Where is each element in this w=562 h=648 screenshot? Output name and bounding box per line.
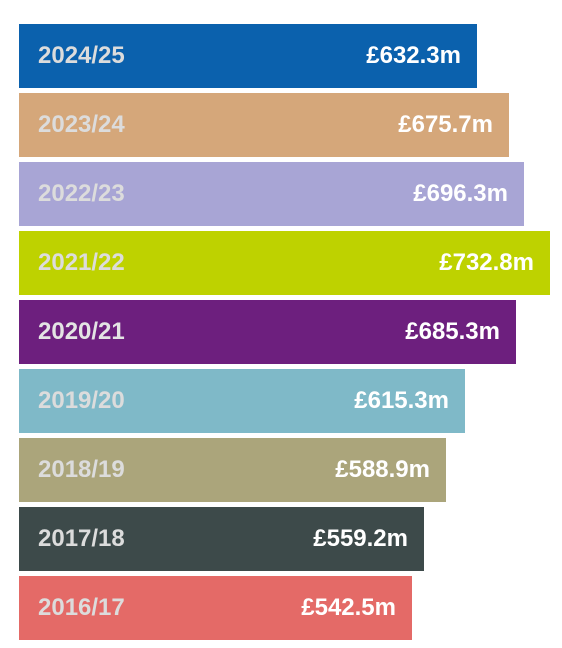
value-label: £615.3m	[354, 387, 449, 414]
value-label: £588.9m	[335, 456, 430, 483]
category-label: 2019/20	[38, 387, 125, 414]
bar-2021-22: 2021/22 £732.8m	[19, 231, 550, 295]
value-label: £696.3m	[413, 180, 508, 207]
bar-2024-25: 2024/25 £632.3m	[19, 24, 477, 88]
value-label: £632.3m	[366, 42, 461, 69]
category-label: 2018/19	[38, 456, 125, 483]
category-label: 2020/21	[38, 318, 125, 345]
bar-2022-23: 2022/23 £696.3m	[19, 162, 524, 226]
bar-2020-21: 2020/21 £685.3m	[19, 300, 516, 364]
category-label: 2022/23	[38, 180, 125, 207]
bar-2023-24: 2023/24 £675.7m	[19, 93, 509, 157]
value-label: £675.7m	[398, 111, 493, 138]
bar-2019-20: 2019/20 £615.3m	[19, 369, 465, 433]
value-label: £542.5m	[301, 594, 396, 621]
category-label: 2016/17	[38, 594, 125, 621]
value-label: £559.2m	[313, 525, 408, 552]
bar-2018-19: 2018/19 £588.9m	[19, 438, 446, 502]
category-label: 2021/22	[38, 249, 125, 276]
category-label: 2024/25	[38, 42, 125, 69]
bar-2016-17: 2016/17 £542.5m	[19, 576, 412, 640]
bar-2017-18: 2017/18 £559.2m	[19, 507, 424, 571]
value-label: £732.8m	[439, 249, 534, 276]
value-label: £685.3m	[405, 318, 500, 345]
category-label: 2017/18	[38, 525, 125, 552]
category-label: 2023/24	[38, 111, 125, 138]
